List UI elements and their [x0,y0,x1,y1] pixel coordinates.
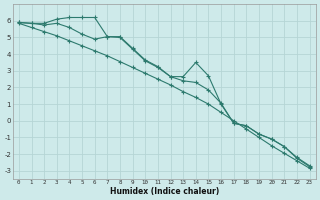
X-axis label: Humidex (Indice chaleur): Humidex (Indice chaleur) [109,187,219,196]
